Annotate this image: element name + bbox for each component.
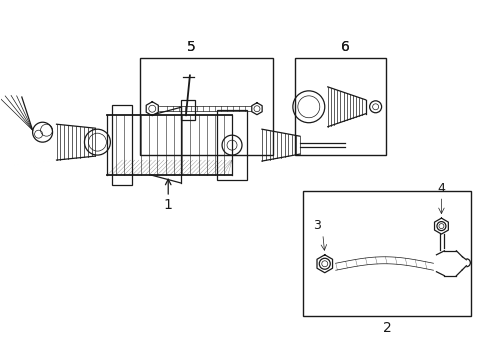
Text: 2: 2: [382, 321, 391, 336]
Text: 5: 5: [187, 40, 196, 54]
Bar: [140, 58, 272, 155]
Text: 5: 5: [187, 40, 196, 54]
Bar: [181, 100, 195, 120]
Bar: [294, 58, 385, 155]
Bar: [302, 191, 470, 316]
Bar: [217, 110, 246, 180]
Text: 6: 6: [340, 40, 349, 54]
Text: 6: 6: [340, 40, 349, 54]
Text: 3: 3: [312, 219, 320, 233]
Text: 4: 4: [437, 182, 445, 195]
Bar: [112, 105, 132, 185]
Text: 1: 1: [163, 198, 172, 212]
